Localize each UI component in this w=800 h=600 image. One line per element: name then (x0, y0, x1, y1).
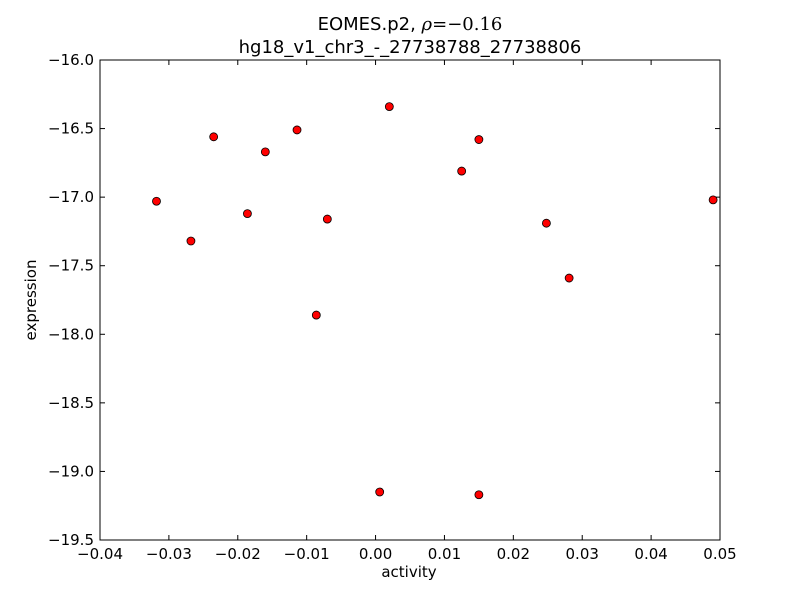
y-tick-label: −16.0 (48, 51, 94, 69)
scatter-point (708, 195, 718, 205)
scatter-point (186, 236, 196, 246)
scatter-point (292, 125, 302, 135)
plot-area: −0.04 −0.03 −0.02 −0.01 0.00 0.01 0.02 0.03 0.04… (48, 51, 737, 563)
chart-title: EOMES.p2, ρ=−0.16 (318, 14, 503, 35)
scatter-point (322, 214, 332, 224)
scatter-point (243, 209, 252, 219)
y-tick-label: −18.5 (48, 394, 94, 412)
scatter-point (542, 218, 551, 228)
y-tick-label: −18.0 (48, 325, 94, 343)
x-axis-label: activity (381, 563, 436, 581)
x-tick-label: 0.04 (634, 545, 667, 563)
scatter-point (152, 196, 161, 206)
x-tick-label: 0.01 (428, 545, 461, 563)
axes-frame (99, 59, 721, 541)
x-tick-label: 0.03 (566, 545, 599, 563)
x-tick-label: −0.04 (77, 545, 123, 563)
scatter-point (474, 135, 484, 144)
scatter-point (474, 490, 484, 500)
y-tick-label: −17.0 (48, 188, 94, 206)
scatter-point (375, 487, 385, 497)
scatter-point (209, 132, 219, 142)
x-tick-label: 0.05 (703, 545, 736, 563)
x-tick-label: 0.00 (359, 545, 392, 563)
chart-title-rho-value: =−0.16 (432, 14, 502, 35)
scatter-point (457, 166, 467, 176)
y-tick-label: −19.0 (48, 462, 94, 480)
scatter-point (311, 310, 321, 320)
x-tick-label: −0.03 (146, 545, 192, 563)
scatter-point (260, 147, 270, 157)
x-tick-label: −0.01 (284, 545, 330, 563)
chart-title-rho-symbol: ρ (421, 14, 433, 35)
x-tick-label: 0.02 (497, 545, 530, 563)
y-tick-label: −19.5 (48, 531, 94, 549)
chart-subtitle: hg18_v1_chr3_-_27738788_27738806 (239, 37, 582, 58)
y-tick-label: −17.5 (48, 257, 94, 275)
x-tick-label: −0.02 (215, 545, 261, 563)
y-axis-label: expression (22, 260, 40, 341)
scatter-point (564, 273, 574, 283)
chart-title-prefix: EOMES.p2, (318, 14, 422, 35)
y-tick-label: −16.5 (48, 120, 94, 138)
scatter-point (384, 102, 394, 112)
